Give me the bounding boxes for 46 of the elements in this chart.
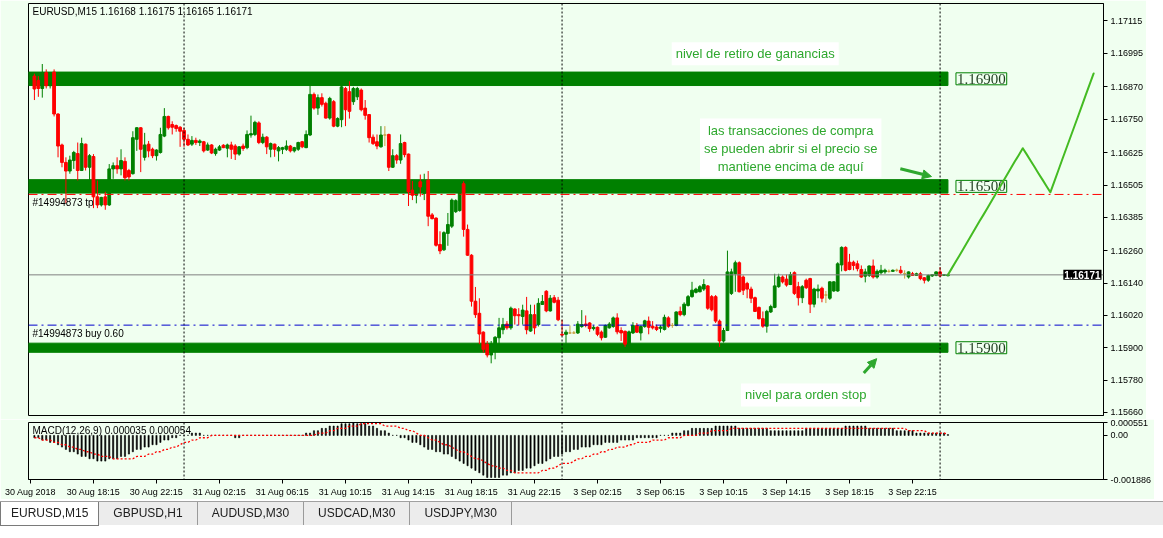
x-tick-label: 31 Aug 22:15 [507,486,561,497]
y-tick-label: 1.17115 [1110,15,1143,26]
x-tick-label: 3 Sep 10:15 [699,486,748,497]
y-tick-label: 1.16625 [1110,147,1144,158]
band-label: 1.15900 [956,339,1006,356]
band-label: 1.16900 [956,70,1006,87]
ref-line-label: 1.16171 [1064,269,1101,281]
y-tick-label: 1.16140 [1110,278,1144,289]
x-tick-label: 30 Aug 22:15 [129,486,183,497]
x-tick-label: 31 Aug 10:15 [318,486,372,497]
x-tick-label: 31 Aug 14:15 [381,486,435,497]
text: USDCAD,M30 [304,502,411,526]
text: AUDUSD,M30 [197,502,305,526]
text: EURUSD,M15 [0,502,100,527]
y-tick-label: 1.15900 [1110,342,1144,353]
x-tick-label: 31 Aug 06:15 [255,486,309,497]
y-tick-label: 1.16870 [1110,81,1144,92]
y-tick-label: 1.16505 [1110,180,1144,191]
text: USDJPY,M30 [410,502,512,526]
y-tick-label: 1.15780 [1110,375,1144,385]
y-tick-label: 1.16750 [1110,114,1144,125]
x-tick-label: 30 Aug 2018 [4,486,56,497]
annotation: nivel de retiro de ganancias [675,46,836,62]
x-tick-label: 31 Aug 18:15 [444,486,498,497]
x-tick-label: 3 Sep 22:15 [888,486,937,497]
y-tick-label: 0.00 [1110,430,1129,441]
y-tick-label: -0.001886 [1110,474,1152,485]
y-tick-label: 0.000551 [1110,417,1149,428]
y-tick-label: 1.16385 [1110,212,1144,223]
y-tick-label: 1.16020 [1110,310,1144,321]
annotation: nivel para orden stop [745,387,867,403]
x-tick-label: 3 Sep 02:15 [573,486,622,497]
chart-title: EURUSD,M15 1.16168 1.16175 1.16165 1.16171 [32,5,254,17]
annotation: las transacciones de compra se pueden abrir si el precio se mantiene encima de aquí [703,122,878,174]
x-tick-label: 3 Sep 06:15 [636,486,685,497]
ref-line-label: #14994873 tp [32,197,95,209]
chart-title: MACD(12,26,9) 0.000035 0.000054 [32,424,192,436]
y-tick-label: 1.16995 [1110,48,1144,59]
y-tick-label: 1.16260 [1110,245,1144,256]
y-tick-label: 1.15660 [1110,407,1144,418]
x-tick-label: 3 Sep 18:15 [825,486,874,497]
x-tick-label: 3 Sep 14:15 [762,486,811,497]
text: GBPUSD,H1 [99,502,198,526]
x-tick-label: 31 Aug 02:15 [192,486,246,497]
x-tick-label: 30 Aug 18:15 [66,486,120,497]
ref-line-label: #14994873 buy 0.60 [32,328,125,340]
